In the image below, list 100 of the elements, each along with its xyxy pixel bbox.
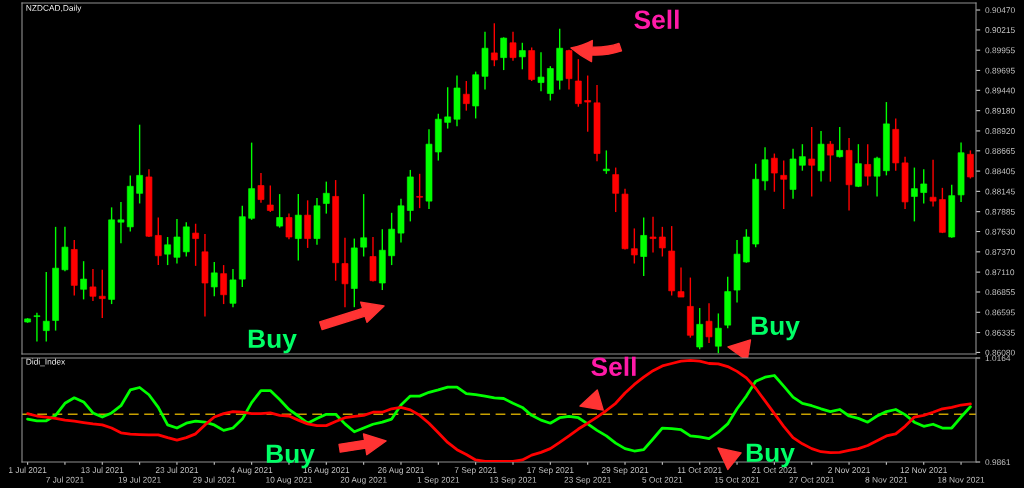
annotation: Sell bbox=[634, 9, 679, 30]
candlestick bbox=[864, 143, 872, 187]
candlestick bbox=[416, 173, 423, 209]
x-tick-label: 13 Jul 2021 bbox=[81, 466, 124, 473]
candlestick bbox=[603, 149, 610, 175]
y-tick-label: 0.86595 bbox=[985, 309, 1015, 316]
y-tick-label: 0.87630 bbox=[985, 228, 1015, 235]
y-tick-label: 0.87885 bbox=[985, 208, 1015, 215]
candlestick bbox=[612, 166, 620, 213]
candlestick bbox=[836, 126, 844, 159]
x-tick-label: 7 Jul 2021 bbox=[46, 476, 84, 483]
x-tick-label: 13 Sep 2021 bbox=[490, 476, 537, 485]
candlestick bbox=[799, 143, 806, 172]
annotation: Buy bbox=[248, 329, 297, 354]
y-tick-label: 0.89440 bbox=[985, 87, 1015, 94]
candlestick bbox=[154, 216, 162, 266]
y-tick-label: 0.87110 bbox=[985, 269, 1015, 276]
candlestick bbox=[42, 271, 50, 343]
candlestick bbox=[537, 51, 545, 92]
candlestick bbox=[827, 140, 834, 183]
candlestick bbox=[257, 172, 265, 204]
x-tick-label: 5 Oct 2021 bbox=[642, 476, 683, 483]
candlestick bbox=[341, 237, 349, 308]
y-tick-label: 0.88145 bbox=[985, 188, 1015, 195]
candlestick bbox=[173, 218, 181, 265]
candlestick bbox=[98, 269, 106, 319]
candlestick bbox=[715, 312, 722, 354]
x-tick-label: 20 Aug 2021 bbox=[340, 476, 387, 485]
candlestick bbox=[500, 36, 507, 71]
x-tick-label: 8 Nov 2021 bbox=[865, 476, 908, 483]
x-tick-label: 19 Jul 2021 bbox=[118, 476, 161, 483]
candlestick bbox=[677, 266, 685, 298]
candlestick bbox=[631, 227, 638, 265]
x-tick-label: 23 Sep 2021 bbox=[564, 476, 611, 485]
y-tick-label: 0.88405 bbox=[985, 168, 1015, 175]
candlestick bbox=[491, 22, 498, 67]
x-tick-label: 29 Jul 2021 bbox=[193, 476, 236, 483]
y-tick-label: 0.88665 bbox=[985, 148, 1015, 154]
candlestick bbox=[360, 193, 367, 258]
y-tick-label: 0.88920 bbox=[985, 128, 1015, 135]
candlestick bbox=[509, 31, 517, 62]
y-tick-label: 0.86855 bbox=[985, 289, 1015, 296]
x-tick-label: 1 Sep 2021 bbox=[417, 476, 460, 485]
candlestick bbox=[575, 58, 582, 108]
chart-title: Didi_Index bbox=[26, 358, 66, 367]
candlestick bbox=[164, 236, 171, 266]
x-tick-label: 7 Sep 2021 bbox=[454, 467, 497, 475]
candlestick bbox=[229, 268, 237, 308]
chart-title: NZDCAD,Daily bbox=[26, 4, 82, 13]
x-tick-label: 17 Sep 2021 bbox=[527, 467, 574, 475]
candlestick bbox=[266, 184, 274, 213]
y-tick-label: 0.89955 bbox=[985, 47, 1015, 54]
candlestick bbox=[929, 159, 937, 208]
y-tick-label: 0.87370 bbox=[985, 249, 1015, 255]
candlestick bbox=[444, 86, 451, 130]
candlestick bbox=[920, 168, 928, 205]
candlestick bbox=[649, 216, 657, 254]
x-tick-label: 26 Aug 2021 bbox=[378, 467, 424, 475]
candlestick bbox=[640, 216, 648, 277]
x-tick-label: 11 Oct 2021 bbox=[677, 467, 722, 473]
x-tick-label: 29 Sep 2021 bbox=[601, 467, 649, 475]
x-tick-label: 23 Jul 2021 bbox=[155, 466, 199, 473]
candlestick bbox=[322, 180, 330, 215]
y-tick-label: 0.9861 bbox=[985, 459, 1011, 466]
x-tick-label: 4 Aug 2021 bbox=[230, 467, 273, 475]
annotation: Buy bbox=[746, 443, 795, 468]
candlestick bbox=[584, 74, 592, 133]
annotation: Sell bbox=[591, 356, 636, 377]
annotation: Buy bbox=[751, 316, 800, 341]
y-tick-label: 0.89180 bbox=[985, 107, 1015, 114]
candlestick bbox=[220, 264, 227, 305]
candlestick bbox=[80, 260, 87, 301]
candlestick bbox=[33, 311, 41, 343]
candlestick bbox=[659, 226, 666, 258]
candlestick bbox=[210, 261, 218, 297]
candlestick bbox=[61, 226, 69, 273]
candlestick bbox=[89, 268, 97, 302]
candlestick bbox=[696, 307, 704, 351]
x-tick-label: 2 Nov 2021 bbox=[828, 467, 870, 473]
candlestick bbox=[911, 166, 918, 223]
x-tick-label: 21 Oct 2021 bbox=[752, 467, 797, 473]
y-tick-label: 0.86080 bbox=[985, 349, 1015, 356]
y-tick-label: 1.0164 bbox=[985, 355, 1011, 362]
y-tick-label: 0.90470 bbox=[985, 7, 1015, 14]
candlestick bbox=[192, 223, 199, 267]
candlestick bbox=[873, 155, 881, 198]
candlestick bbox=[294, 193, 302, 262]
y-tick-label: 0.90215 bbox=[985, 27, 1015, 34]
candlestick bbox=[519, 42, 526, 70]
candlestick bbox=[276, 193, 283, 229]
candlestick bbox=[136, 123, 143, 205]
x-tick-label: 1 Jul 2021 bbox=[9, 466, 47, 473]
x-tick-label: 27 Oct 2021 bbox=[789, 476, 835, 483]
candlestick bbox=[780, 159, 788, 210]
candlestick bbox=[808, 126, 816, 198]
candlestick bbox=[117, 201, 125, 244]
x-tick-label: 15 Oct 2021 bbox=[714, 476, 760, 483]
x-tick-label: 18 Nov 2021 bbox=[938, 476, 985, 483]
candlestick bbox=[285, 212, 293, 241]
y-tick-label: 0.86335 bbox=[985, 329, 1015, 336]
